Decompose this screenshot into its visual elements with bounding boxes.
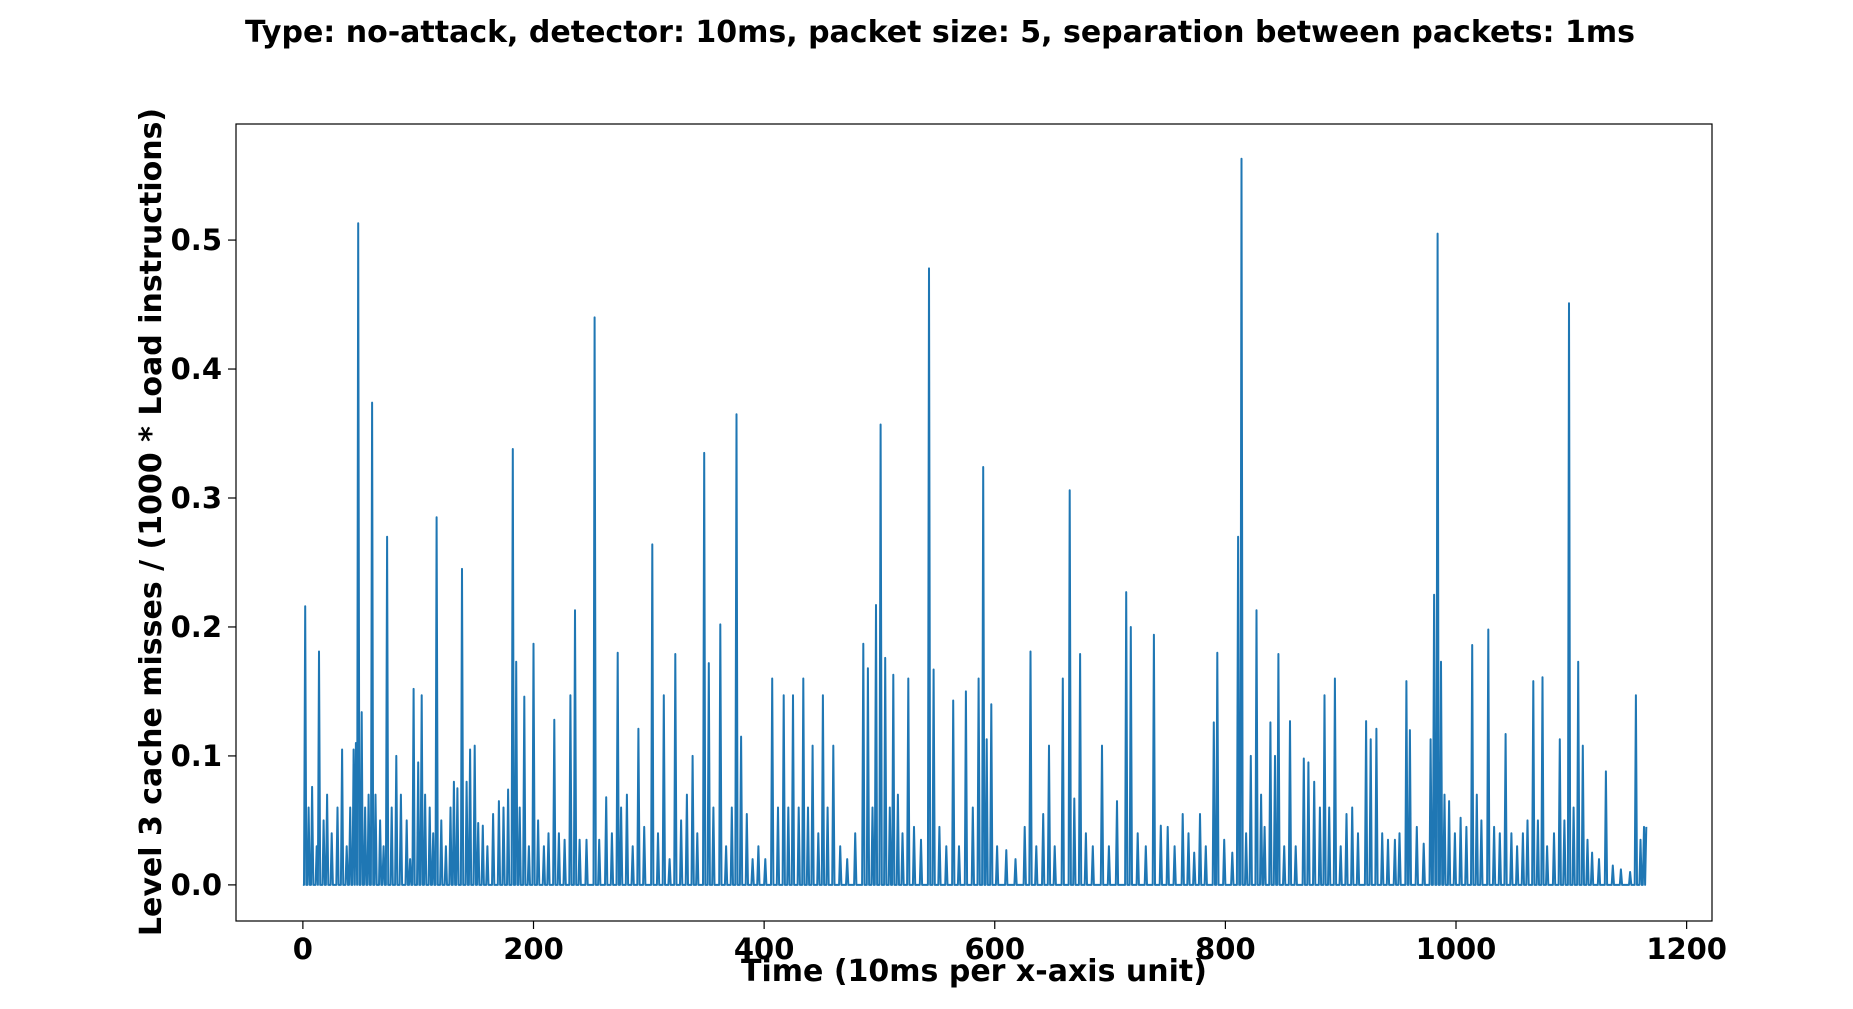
y-tick-label: 0.5	[171, 223, 222, 257]
y-tick-label: 0.1	[171, 739, 222, 773]
x-tick-label: 0	[293, 932, 313, 966]
y-tick-label: 0.4	[171, 352, 222, 386]
plot-frame	[235, 123, 1713, 922]
chart-title: Type: no-attack, detector: 10ms, packet …	[245, 15, 1635, 50]
x-axis-ticks: 0 200 400 600 800 1000 1200	[293, 921, 1727, 966]
x-tick-label: 1000	[1416, 932, 1497, 966]
y-tick-label: 0.0	[171, 868, 222, 902]
x-tick-label: 400	[734, 932, 795, 966]
y-axis-label: Level 3 cache misses / (1000 * Load inst…	[134, 108, 169, 936]
series-line	[302, 157, 1648, 886]
y-axis-ticks: 0.0 0.1 0.2 0.3 0.4 0.5	[171, 223, 236, 902]
y-tick-label: 0.2	[171, 610, 222, 644]
x-tick-label: 200	[503, 932, 564, 966]
x-tick-label: 800	[1195, 932, 1256, 966]
x-tick-label: 600	[964, 932, 1025, 966]
x-axis-label: Time (10ms per x-axis unit)	[741, 954, 1207, 989]
x-tick-label: 1200	[1646, 932, 1727, 966]
y-tick-label: 0.3	[171, 481, 222, 515]
